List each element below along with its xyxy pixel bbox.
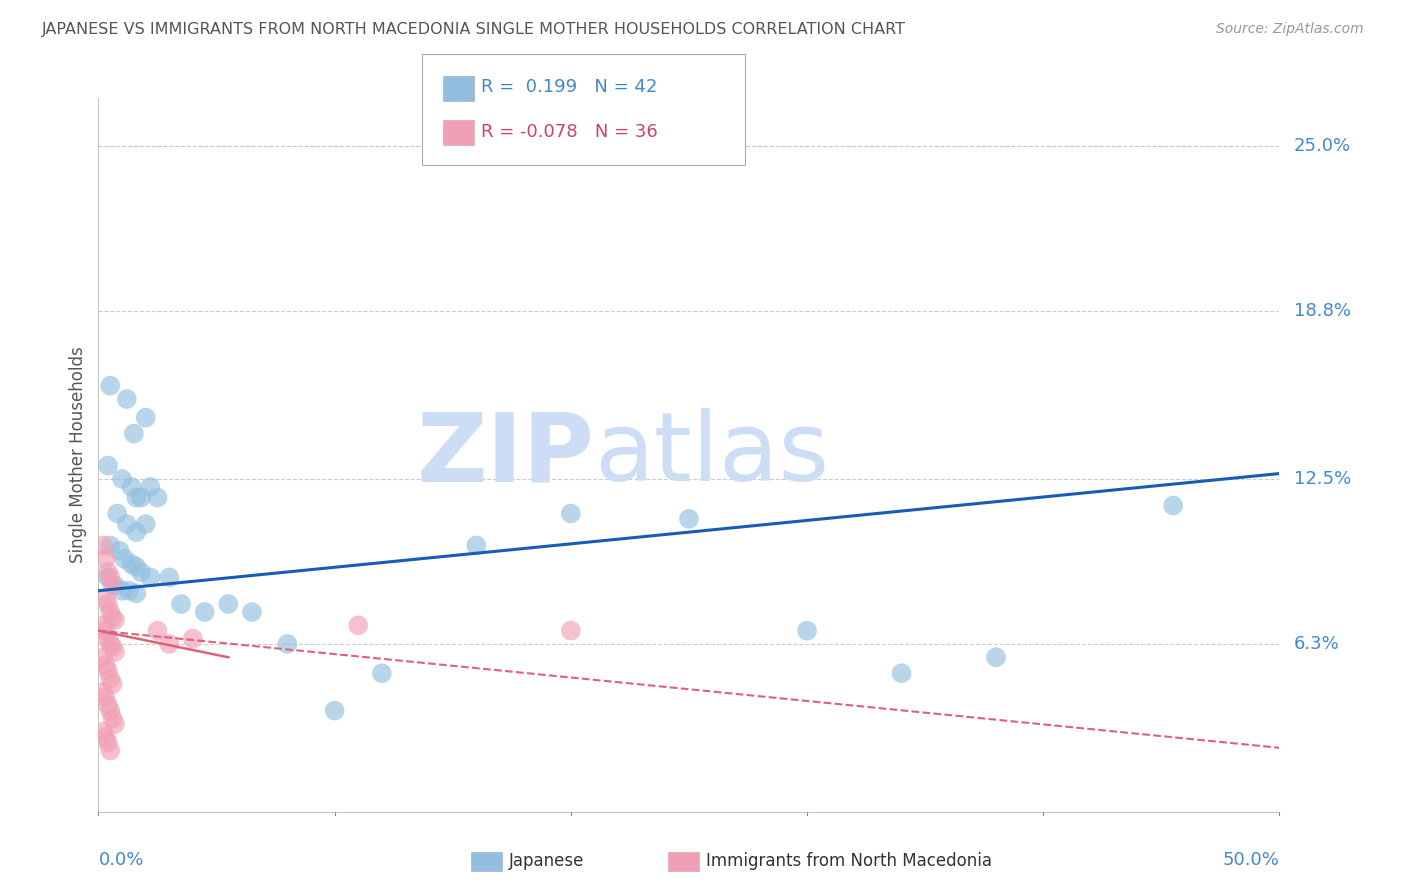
Point	[91, 685, 114, 699]
Point	[98, 605, 121, 619]
Text: atlas: atlas	[595, 409, 830, 501]
Point	[98, 672, 121, 686]
Point	[97, 570, 120, 584]
Point	[129, 491, 152, 505]
Text: JAPANESE VS IMMIGRANTS FROM NORTH MACEDONIA SINGLE MOTHER HOUSEHOLDS CORRELATION: JAPANESE VS IMMIGRANTS FROM NORTH MACEDO…	[42, 22, 907, 37]
Text: 25.0%: 25.0%	[1294, 137, 1351, 155]
Point	[276, 637, 298, 651]
Text: R =  0.199   N = 42: R = 0.199 N = 42	[481, 78, 657, 96]
Point	[101, 712, 124, 726]
Point	[135, 517, 157, 532]
Point	[125, 559, 148, 574]
Text: 50.0%: 50.0%	[1223, 851, 1279, 869]
Point	[157, 637, 180, 651]
Point	[98, 704, 121, 718]
Point	[465, 538, 488, 552]
Point	[122, 426, 145, 441]
Point	[94, 690, 117, 705]
Point	[91, 724, 114, 739]
Point	[104, 578, 127, 592]
Point	[94, 624, 117, 638]
Point	[129, 565, 152, 579]
Point	[97, 698, 120, 713]
Point	[97, 597, 120, 611]
Text: R = -0.078   N = 36: R = -0.078 N = 36	[481, 123, 658, 141]
Point	[984, 650, 1007, 665]
Point	[98, 637, 121, 651]
Point	[121, 557, 143, 571]
Point	[115, 392, 138, 406]
Point	[146, 624, 169, 638]
Point	[104, 716, 127, 731]
Text: Japanese: Japanese	[509, 852, 585, 870]
Point	[104, 613, 127, 627]
Point	[1161, 499, 1184, 513]
Point	[94, 591, 117, 606]
Point	[678, 512, 700, 526]
Point	[105, 507, 128, 521]
Point	[98, 743, 121, 757]
Point	[194, 605, 217, 619]
Text: 0.0%: 0.0%	[98, 851, 143, 869]
Point	[560, 507, 582, 521]
Point	[139, 570, 162, 584]
Point	[181, 632, 204, 646]
Point	[139, 480, 162, 494]
Point	[97, 458, 120, 473]
Point	[97, 735, 120, 749]
Point	[146, 491, 169, 505]
Point	[94, 551, 117, 566]
Point	[98, 378, 121, 392]
Point	[112, 551, 135, 566]
Point	[94, 730, 117, 744]
Point	[157, 570, 180, 584]
Point	[118, 583, 141, 598]
Point	[115, 517, 138, 532]
Point	[125, 586, 148, 600]
Point	[135, 410, 157, 425]
Text: ZIP: ZIP	[416, 409, 595, 501]
Text: Source: ZipAtlas.com: Source: ZipAtlas.com	[1216, 22, 1364, 37]
Point	[371, 666, 394, 681]
Point	[111, 583, 134, 598]
Text: 18.8%: 18.8%	[1294, 302, 1351, 320]
Point	[101, 640, 124, 654]
Point	[97, 664, 120, 678]
Point	[98, 538, 121, 552]
Point	[101, 578, 124, 592]
Point	[323, 704, 346, 718]
Text: Immigrants from North Macedonia: Immigrants from North Macedonia	[706, 852, 991, 870]
Point	[125, 491, 148, 505]
Point	[125, 525, 148, 540]
Point	[91, 538, 114, 552]
Point	[170, 597, 193, 611]
Point	[101, 610, 124, 624]
Point	[111, 472, 134, 486]
Point	[560, 624, 582, 638]
Point	[97, 632, 120, 646]
Y-axis label: Single Mother Households: Single Mother Households	[69, 347, 87, 563]
Point	[91, 650, 114, 665]
Point	[104, 645, 127, 659]
Point	[796, 624, 818, 638]
Point	[890, 666, 912, 681]
Point	[121, 480, 143, 494]
Point	[94, 658, 117, 673]
Text: 6.3%: 6.3%	[1294, 635, 1340, 653]
Point	[108, 543, 131, 558]
Point	[101, 677, 124, 691]
Text: 12.5%: 12.5%	[1294, 470, 1351, 488]
Point	[217, 597, 239, 611]
Point	[347, 618, 370, 632]
Point	[98, 570, 121, 584]
Point	[240, 605, 263, 619]
Point	[97, 565, 120, 579]
Point	[91, 618, 114, 632]
